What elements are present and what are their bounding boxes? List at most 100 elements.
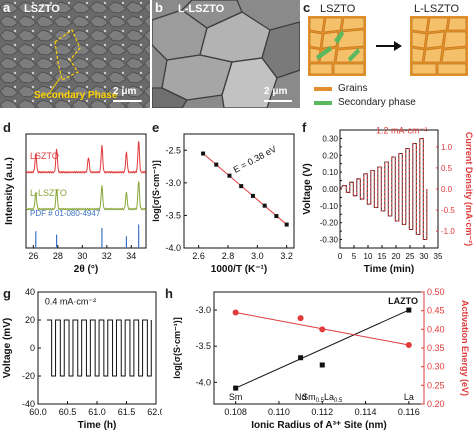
y-tick-label-g-4: 40 <box>25 287 35 297</box>
y2-axis-label-h: Activation Energy (eV) <box>460 300 470 396</box>
current-annotation-f: 1.2 mA·cm⁻² <box>376 125 427 135</box>
sample-label-b: L-LSZTO <box>178 3 225 15</box>
x-tick-label-f-0: 0 <box>338 252 343 261</box>
y-axis-label-h: log[σ(S·cm⁻¹)] <box>172 317 182 378</box>
scale-label-b: 2 μm <box>264 86 288 97</box>
panel-letter-g: g <box>3 286 11 301</box>
ea-point-3 <box>405 342 412 349</box>
y-axis-label-d: Intensity (a.u.) <box>4 157 15 225</box>
lazto-label-h: LAZTO <box>388 296 418 306</box>
log-sigma-point-3 <box>406 307 412 313</box>
x-axis-label-e: 1000/T (K⁻¹) <box>211 264 267 275</box>
x-tick-label-d-4: 34 <box>126 251 136 261</box>
data-point-e-6 <box>274 214 279 219</box>
panel-letter-f: f <box>302 120 307 135</box>
y2-tick-label-h-3: 0.35 <box>427 343 445 353</box>
grain-structure-before <box>308 16 366 76</box>
y-tick-label-f-12: 0.30 <box>322 134 338 143</box>
schematic-drawing <box>308 16 468 105</box>
x-tick-label-h-1: 0.110 <box>268 407 290 417</box>
y-tick-label-e-3: -2.5 <box>165 145 181 155</box>
y-tick-label-f-8: 0.10 <box>322 168 338 177</box>
panel-letter-e: e <box>152 120 160 135</box>
reference-label: PDF # 01-080-4947 <box>30 209 101 218</box>
panel-letter-a: a <box>3 0 11 15</box>
element-label-3: La <box>404 392 414 402</box>
x-tick-label-h-2: 0.112 <box>311 407 333 417</box>
x-tick-label-f-3: 15 <box>378 252 387 261</box>
y-axis-label-e: log[σ(S·cm⁻¹)] <box>151 160 161 221</box>
x-tick-label-f-7: 35 <box>434 252 443 261</box>
x-tick-label-f-5: 25 <box>406 252 415 261</box>
element-label-part-2-1: 0.5 <box>316 398 325 404</box>
panel-g: g 0.4 mA·cm⁻²60.060.561.061.562.0-40-200… <box>0 282 162 438</box>
x-tick-label-e-2: 3.0 <box>251 251 264 261</box>
data-point-e-0 <box>201 151 206 156</box>
plot-frame-e <box>183 133 295 249</box>
log-sigma-point-2 <box>319 362 325 368</box>
voltage-trace-g <box>46 319 152 377</box>
y-tick-label-g-1: -20 <box>22 371 35 381</box>
y2-tick-label-f-0: -1.0 <box>441 227 455 236</box>
element-label-1: Nd <box>295 392 307 402</box>
x-tick-label-f-2: 10 <box>364 252 373 261</box>
chart-f: 1.2 mA·cm⁻² 0 5 10 15 20 25 30 35 -0.30 -0.20 -0.10… <box>302 125 474 275</box>
y-tick-label-e-0: -4.0 <box>165 243 181 253</box>
y-tick-label-f-10: 0.20 <box>322 151 338 160</box>
xrd-series-label-0: LSZTO <box>30 151 59 161</box>
x-tick-label-g-4: 62.0 <box>147 407 162 417</box>
y2-tick-label-f-2: 0.0 <box>441 185 453 194</box>
y-tick-label-g-2: 0 <box>30 343 35 353</box>
y2-tick-label-f-3: 0.5 <box>441 164 453 173</box>
schematic-right-title: L-LSZTO <box>414 3 460 15</box>
element-label-part-2-3: 0.5 <box>334 398 343 404</box>
data-point-e-3 <box>239 184 244 189</box>
x-tick-label-d-1: 28 <box>53 251 63 261</box>
y-axis-label-g: Voltage (mV) <box>2 318 13 378</box>
current-annotation-g: 0.4 mA·cm⁻² <box>45 297 96 307</box>
panel-b: b L-LSZTO 2 μm <box>152 0 300 108</box>
plot-frame-d <box>25 133 147 249</box>
data-point-e-7 <box>284 222 289 227</box>
element-label-part-0-0: Sm <box>229 392 243 402</box>
x-tick-label-f-4: 20 <box>392 252 401 261</box>
y-tick-label-g-3: 20 <box>25 315 35 325</box>
y-tick-label-f-0: -0.30 <box>320 236 339 245</box>
x-tick-label-d-3: 32 <box>102 251 112 261</box>
panel-a: a LSZTO Secondary Phase 2 μm <box>0 0 150 108</box>
plot-frame-h <box>213 291 425 405</box>
x-tick-label-g-3: 61.5 <box>118 407 136 417</box>
ea-point-2 <box>319 326 326 333</box>
x-tick-label-e-0: 2.6 <box>192 251 205 261</box>
x-tick-label-g-0: 60.0 <box>29 407 47 417</box>
x-tick-label-e-3: 3.2 <box>280 251 293 261</box>
legend-label-grains: Grains <box>338 83 368 94</box>
panel-e: e E = 0.38 eV 2.6 2.8 3.0 3.2 -4.0 -3.5 -3.0 -2.… <box>150 120 300 280</box>
y2-tick-label-h-2: 0.30 <box>427 362 445 372</box>
legend-label-secondary: Secondary phase <box>338 97 416 108</box>
legend-swatch-secondary <box>314 101 332 105</box>
y-tick-label-h-1: -3.5 <box>195 341 211 351</box>
xrd-series-label-1: L-LSZTO <box>30 188 67 198</box>
y-tick-label-g-0: -40 <box>22 399 35 409</box>
panel-letter-h: h <box>165 286 173 301</box>
y-axis-label-f: Voltage (V) <box>302 163 313 214</box>
x-tick-label-h-4: 0.116 <box>398 407 420 417</box>
y2-axis-label-f: Current Density (mA·cm⁻²) <box>464 132 474 246</box>
x-tick-label-e-1: 2.8 <box>222 251 235 261</box>
element-label-part-1-0: Nd <box>295 392 307 402</box>
x-tick-label-g-2: 61.0 <box>88 407 106 417</box>
element-label-2: Sm0.5La0.5 <box>302 392 343 404</box>
chart-e: E = 0.38 eV 2.6 2.8 3.0 3.2 -4.0 -3.5 -3.0 -2.5 1… <box>151 133 295 275</box>
y2-tick-label-f-1: -0.5 <box>441 206 455 215</box>
activation-annotation-e: E = 0.38 eV <box>232 144 278 175</box>
x-tick-label-f-1: 5 <box>352 252 357 261</box>
x-axis-label-h: Ionic Radius of A³⁺ Site (nm) <box>251 420 386 431</box>
y-tick-label-f-4: -0.10 <box>320 202 339 211</box>
x-tick-label-h-3: 0.114 <box>355 407 377 417</box>
x-tick-label-d-2: 30 <box>77 251 87 261</box>
ea-point-0 <box>232 309 239 316</box>
y-tick-label-f-2: -0.20 <box>320 219 339 228</box>
panel-letter-b: b <box>155 0 163 15</box>
